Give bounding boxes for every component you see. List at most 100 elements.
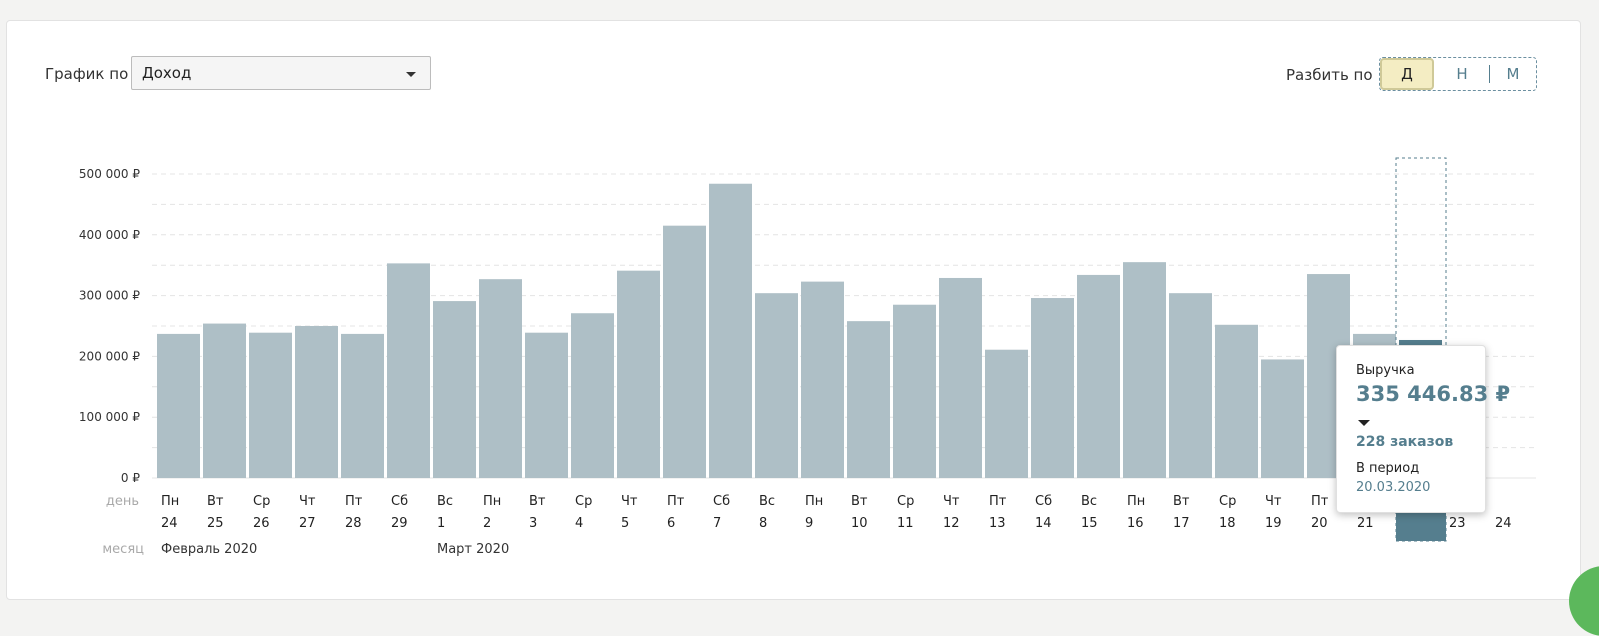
x-day-label: 20 bbox=[1311, 516, 1328, 531]
bar[interactable] bbox=[1031, 298, 1074, 478]
bar-tooltip: Выручка 335 446.83 ₽ 228 заказов В перио… bbox=[1336, 345, 1510, 513]
bar[interactable] bbox=[571, 313, 614, 478]
x-day-label: 12 bbox=[943, 516, 960, 531]
tooltip-orders[interactable]: 228 заказов bbox=[1356, 434, 1454, 450]
x-day-label: 1 bbox=[437, 516, 445, 531]
x-day-label: 11 bbox=[897, 516, 914, 531]
chevron-down-icon bbox=[406, 72, 416, 77]
x-weekday-label: Пн bbox=[1127, 494, 1145, 509]
bar[interactable] bbox=[1215, 324, 1258, 478]
x-day-label: 10 bbox=[851, 516, 868, 531]
tooltip-value: 335 446.83 ₽ bbox=[1356, 382, 1511, 406]
bar[interactable] bbox=[893, 304, 936, 478]
x-weekday-label: Ср bbox=[897, 494, 914, 509]
x-day-label: 6 bbox=[667, 516, 675, 531]
x-day-label: 8 bbox=[759, 516, 767, 531]
bar[interactable] bbox=[295, 326, 338, 478]
y-tick-label: 200 000 ₽ bbox=[79, 349, 140, 363]
x-weekday-label: Вс bbox=[759, 494, 775, 509]
x-day-label: 26 bbox=[253, 516, 270, 531]
bar[interactable] bbox=[709, 183, 752, 478]
bar[interactable] bbox=[1077, 274, 1120, 478]
y-tick-label: 100 000 ₽ bbox=[79, 410, 140, 424]
tooltip-period-value: 20.03.2020 bbox=[1356, 480, 1431, 495]
bar[interactable] bbox=[249, 332, 292, 478]
bar[interactable] bbox=[847, 321, 890, 478]
split-day-button[interactable]: Д bbox=[1380, 58, 1434, 90]
bar[interactable] bbox=[525, 332, 568, 478]
x-day-label: 23 bbox=[1449, 516, 1466, 531]
x-day-label: 25 bbox=[207, 516, 224, 531]
x-day-label: 7 bbox=[713, 516, 721, 531]
row-label-month: месяц bbox=[102, 542, 144, 557]
x-day-label: 17 bbox=[1173, 516, 1190, 531]
x-day-label: 28 bbox=[345, 516, 362, 531]
x-weekday-label: Чт bbox=[943, 494, 960, 509]
x-day-label: 4 bbox=[575, 516, 583, 531]
bar[interactable] bbox=[1261, 359, 1304, 478]
x-weekday-label: Пт bbox=[667, 494, 685, 509]
x-weekday-label: Вс bbox=[437, 494, 453, 509]
bar[interactable] bbox=[755, 293, 798, 478]
bar[interactable] bbox=[203, 323, 246, 478]
split-week-button[interactable]: Н bbox=[1456, 65, 1468, 83]
bar[interactable] bbox=[663, 225, 706, 478]
bar[interactable] bbox=[985, 349, 1028, 478]
bar[interactable] bbox=[157, 333, 200, 478]
x-day-label: 27 bbox=[299, 516, 316, 531]
month-label: Март 2020 bbox=[437, 542, 509, 557]
bar[interactable] bbox=[341, 333, 384, 478]
bar[interactable] bbox=[479, 279, 522, 478]
x-day-label: 19 bbox=[1265, 516, 1282, 531]
x-weekday-label: Пт bbox=[989, 494, 1007, 509]
metric-select[interactable]: Доход bbox=[131, 56, 431, 90]
x-weekday-label: Пн bbox=[805, 494, 823, 509]
bar[interactable] bbox=[801, 281, 844, 478]
x-weekday-label: Чт bbox=[621, 494, 638, 509]
x-weekday-label: Вт bbox=[1173, 494, 1190, 509]
month-label: Февраль 2020 bbox=[161, 542, 257, 557]
tooltip-metric: Выручка bbox=[1356, 363, 1415, 378]
x-weekday-label: Вт bbox=[207, 494, 224, 509]
x-day-label: 14 bbox=[1035, 516, 1052, 531]
x-weekday-label: Пн bbox=[483, 494, 501, 509]
x-weekday-label: Вт bbox=[529, 494, 546, 509]
x-day-label: 15 bbox=[1081, 516, 1098, 531]
x-weekday-label: Сб bbox=[1035, 494, 1052, 509]
bar[interactable] bbox=[1169, 293, 1212, 478]
tooltip-period-label: В период bbox=[1356, 461, 1420, 476]
bar[interactable] bbox=[433, 301, 476, 478]
split-month-button[interactable]: М bbox=[1506, 65, 1520, 83]
y-tick-label: 300 000 ₽ bbox=[79, 289, 140, 303]
x-day-label: 24 bbox=[161, 516, 178, 531]
x-day-label: 5 bbox=[621, 516, 629, 531]
x-day-label: 29 bbox=[391, 516, 408, 531]
x-weekday-label: Ср bbox=[575, 494, 592, 509]
bar[interactable] bbox=[1123, 262, 1166, 478]
revenue-bar-chart: 0 ₽ 100 000 ₽ 200 000 ₽ 300 000 ₽ 400 000 ₽ 5… bbox=[79, 157, 1536, 557]
y-tick-label: 500 000 ₽ bbox=[79, 167, 140, 181]
x-weekday-label: Сб bbox=[391, 494, 408, 509]
x-weekday-label: Вт bbox=[851, 494, 868, 509]
bar[interactable] bbox=[617, 270, 660, 478]
chart-by-label: График по bbox=[45, 65, 129, 83]
x-weekday-label: Пт bbox=[1311, 494, 1329, 509]
x-weekday-label: Ср bbox=[253, 494, 270, 509]
bar[interactable] bbox=[939, 277, 982, 478]
x-day-label: 3 bbox=[529, 516, 537, 531]
x-weekday-label: Ср bbox=[1219, 494, 1236, 509]
x-weekday-label: Вс bbox=[1081, 494, 1097, 509]
bar[interactable] bbox=[387, 263, 430, 478]
x-day-label: 2 bbox=[483, 516, 491, 531]
split-divider bbox=[1489, 65, 1490, 83]
split-toggle-group: Д Н М bbox=[1379, 57, 1537, 91]
row-label-day: день bbox=[106, 494, 139, 509]
x-day-label: 18 bbox=[1219, 516, 1236, 531]
caret-down-icon bbox=[1358, 420, 1370, 426]
y-tick-label: 400 000 ₽ bbox=[79, 228, 140, 242]
split-by-label: Разбить по bbox=[1286, 66, 1373, 84]
y-tick-label: 0 ₽ bbox=[121, 471, 140, 485]
x-weekday-label: Пт bbox=[345, 494, 363, 509]
x-weekday-label: Чт bbox=[299, 494, 316, 509]
x-weekday-label: Чт bbox=[1265, 494, 1282, 509]
